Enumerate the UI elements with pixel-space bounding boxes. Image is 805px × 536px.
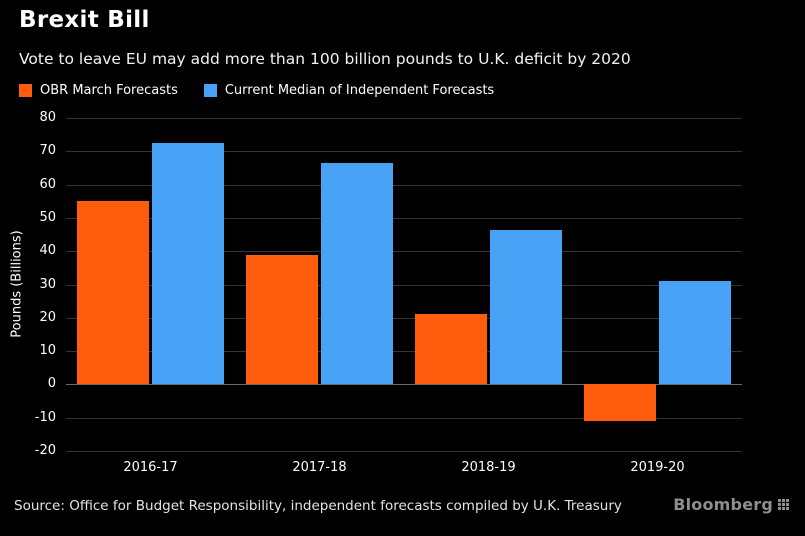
- legend-label-obr: OBR March Forecasts: [40, 83, 178, 98]
- y-tick-label: 40: [39, 243, 56, 259]
- plot-area: 80 70 60 50 40 30 20 10 0 -10 -20 2016-17 2017-18 201…: [35, 110, 742, 475]
- gridline: [66, 417, 742, 419]
- bar-median-2017-18: [321, 162, 393, 385]
- bar-obr-2017-18: [246, 254, 318, 385]
- bar-obr-2018-19: [415, 314, 487, 385]
- gridline: [66, 284, 742, 286]
- y-tick-label: 20: [39, 309, 56, 325]
- gridline: [66, 151, 742, 153]
- gridline: [66, 451, 742, 452]
- zero-gridline: [66, 384, 742, 386]
- gridline: [66, 217, 742, 219]
- x-tick-label: 2016-17: [123, 460, 178, 475]
- x-tick-label: 2018-19: [461, 460, 516, 475]
- bar-obr-2016-17: [77, 201, 149, 385]
- legend-item-median: Current Median of Independent Forecasts: [203, 83, 495, 98]
- gridline: [66, 118, 742, 119]
- y-tick-label: 60: [39, 176, 56, 192]
- bar-median-2018-19: [490, 229, 562, 385]
- legend-swatch-orange: [19, 84, 32, 97]
- legend-swatch-blue: [203, 84, 217, 97]
- bar-median-2016-17: [152, 142, 224, 385]
- source-note: Source: Office for Budget Responsibility…: [14, 498, 622, 514]
- gridline: [66, 251, 742, 253]
- bloomberg-grid-icon: [778, 499, 789, 510]
- x-tick-label: 2017-18: [292, 460, 347, 475]
- chart-subtitle: Vote to leave EU may add more than 100 b…: [19, 50, 631, 68]
- bloomberg-wordmark: Bloomberg: [673, 495, 773, 514]
- y-tick-label: -10: [34, 409, 56, 425]
- x-tick-label: 2019-20: [630, 460, 685, 475]
- y-tick-label: 30: [39, 276, 56, 292]
- chart-title: Brexit Bill: [19, 7, 150, 33]
- y-tick-label: 0: [47, 376, 56, 392]
- y-tick-label: -20: [34, 443, 56, 458]
- legend: OBR March Forecasts Current Median of In…: [19, 83, 494, 98]
- y-tick-label: 10: [39, 343, 56, 359]
- bloomberg-logo: Bloomberg: [673, 495, 789, 514]
- legend-item-obr: OBR March Forecasts: [19, 83, 178, 98]
- gridline: [66, 184, 742, 186]
- y-tick-label: 70: [39, 143, 56, 159]
- gridline: [66, 317, 742, 319]
- bar-median-2019-20: [659, 281, 731, 385]
- legend-label-median: Current Median of Independent Forecasts: [224, 83, 495, 98]
- y-tick-label: 80: [39, 110, 56, 125]
- gridline: [66, 351, 742, 353]
- y-tick-label: 50: [39, 209, 56, 225]
- bar-obr-2019-20: [584, 384, 656, 422]
